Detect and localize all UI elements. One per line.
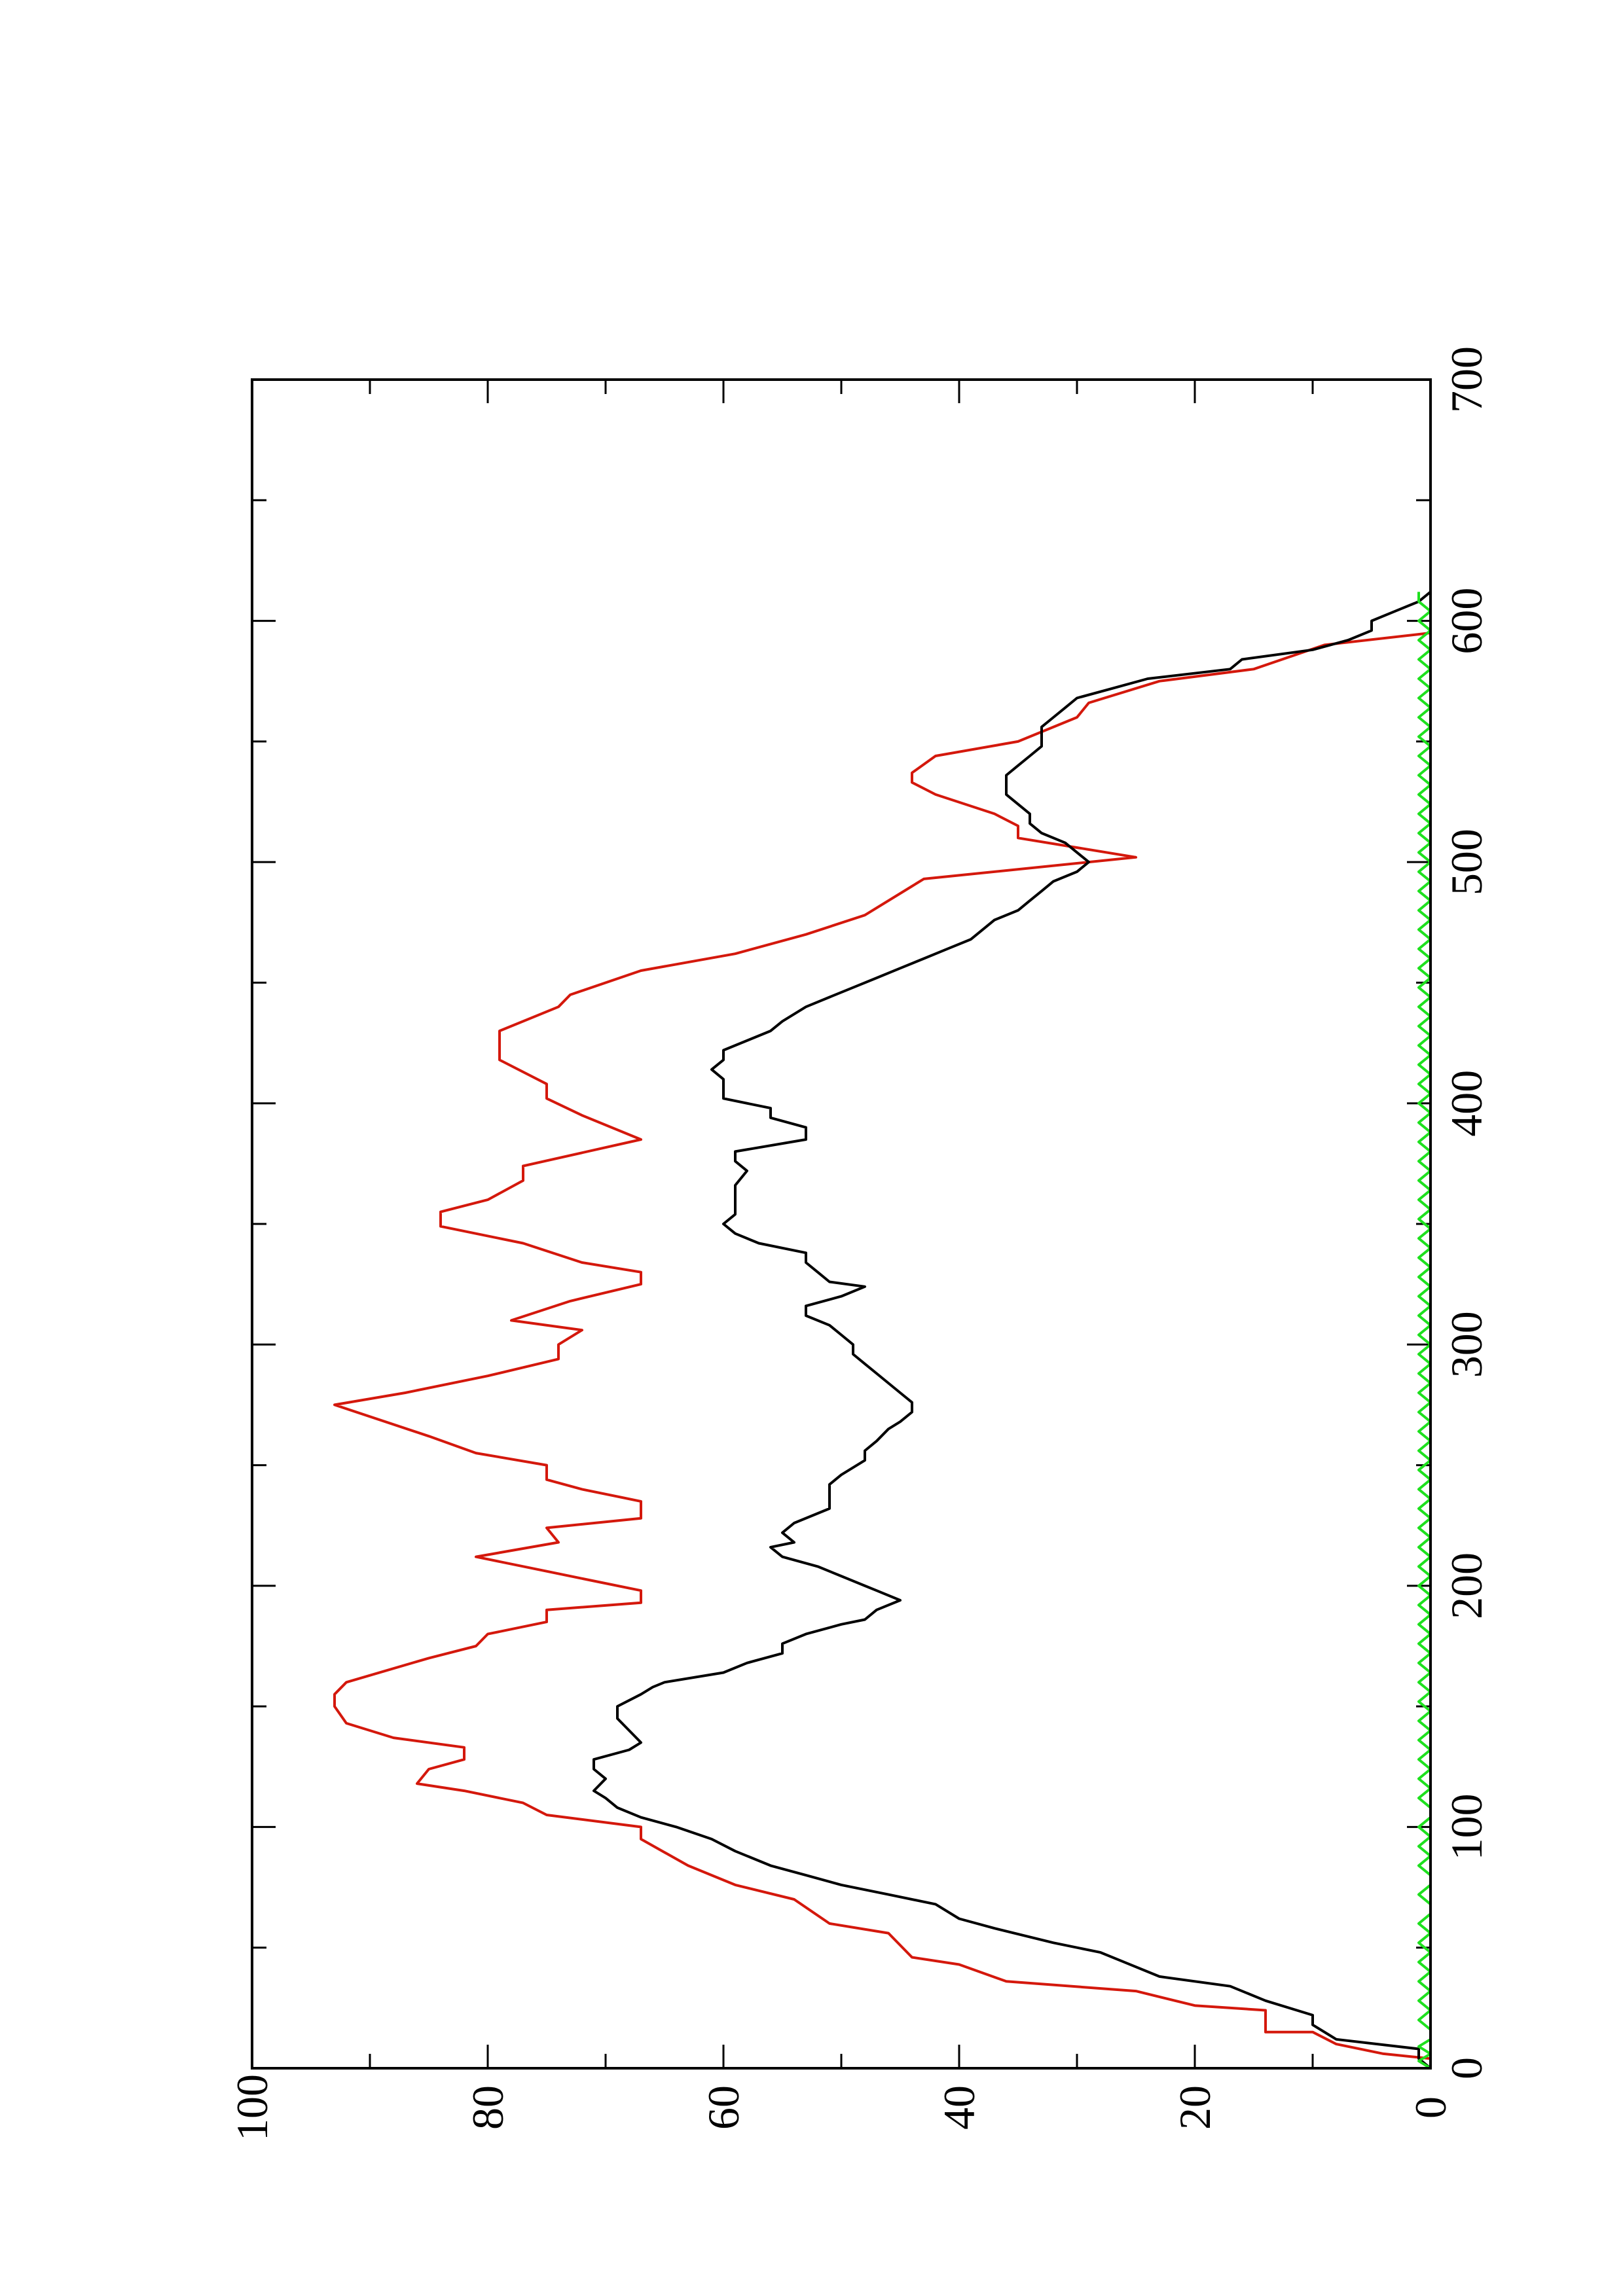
y-tick-label: 60 <box>699 2085 748 2130</box>
tick-marks <box>251 378 1432 2070</box>
y-tick-label: 20 <box>1170 2085 1220 2130</box>
series-lines <box>333 590 1432 2070</box>
x-tick-label: 300 <box>1442 1311 1491 1378</box>
y-tick-label: 40 <box>934 2085 984 2130</box>
x-tick-label: 400 <box>1442 1070 1491 1137</box>
plot-frame <box>251 378 1432 2070</box>
series-line-black <box>593 590 1432 2070</box>
y-tick-label: 100 <box>227 2074 277 2141</box>
x-tick-label: 600 <box>1442 588 1491 655</box>
x-tick-label: 100 <box>1442 1793 1491 1860</box>
y-tick-label: 80 <box>463 2085 513 2130</box>
tick-labels: 0 100 200 300 400 500 600 700 0 20 40 60 80 100 <box>227 346 1491 2141</box>
x-tick-label: 200 <box>1442 1552 1491 1619</box>
x-tick-label: 500 <box>1442 829 1491 895</box>
x-tick-label: 0 <box>1442 2057 1491 2079</box>
y-tick-label: 0 <box>1406 2096 1455 2119</box>
x-tick-label: 700 <box>1442 346 1491 413</box>
series-line-green <box>1417 592 1432 2070</box>
series-line-red <box>333 592 1432 2068</box>
